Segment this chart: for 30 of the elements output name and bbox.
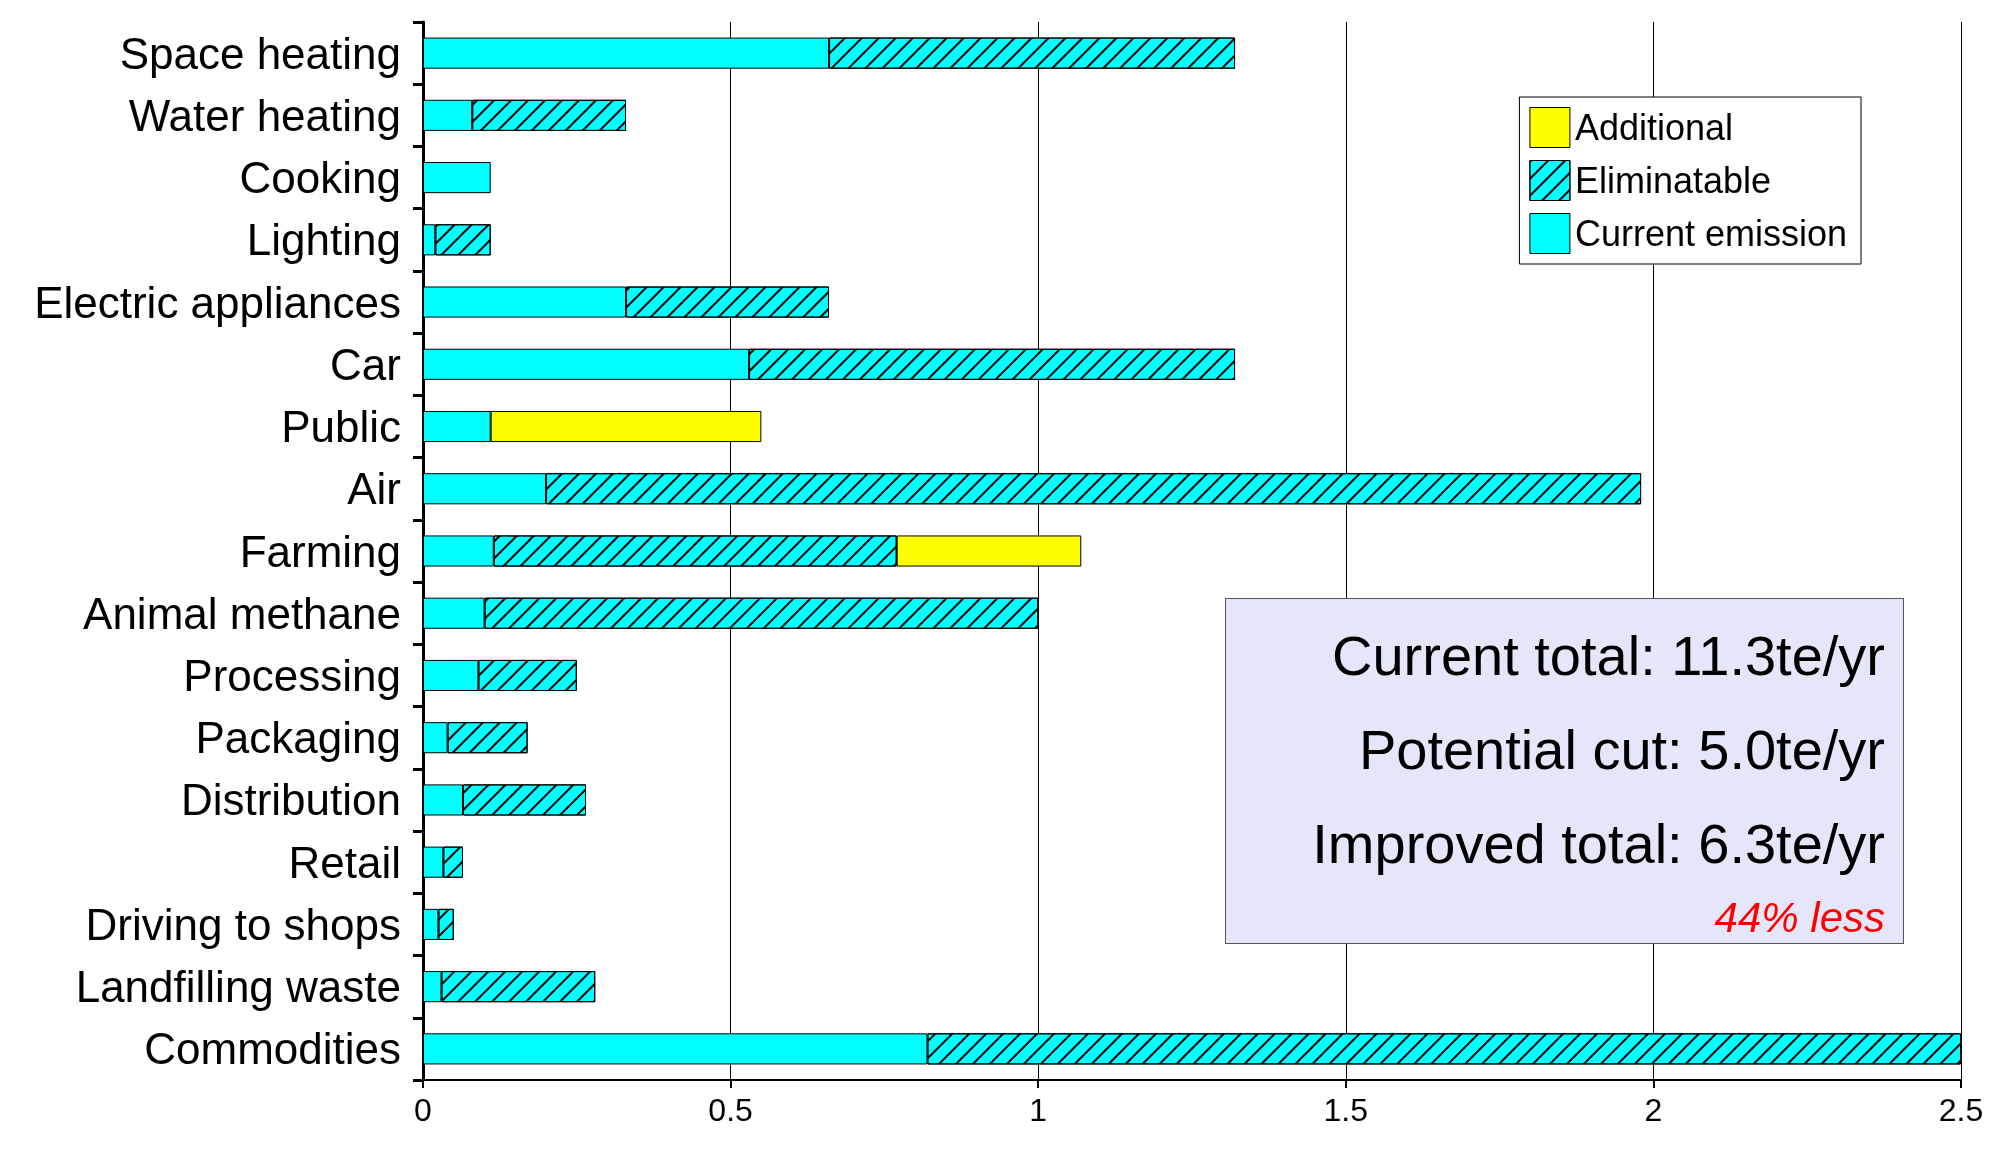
y-tick-label: Landfilling waste [75,962,401,1012]
legend-label: Additional [1574,107,1734,148]
y-tick-label: Packaging [195,713,401,763]
annotation: Improved total: 6.3te/yr [1311,811,1885,877]
y-tick-label: Cooking [239,153,401,203]
y-tick-label: Air [347,464,401,514]
annotation: Current total: 11.3te/yr [1331,623,1885,689]
y-tick-label: Space heating [119,28,401,78]
x-tick-label: 1.5 [1323,1092,1369,1128]
x-tick-label: 0.5 [708,1092,753,1128]
annotation: 44% less [1713,893,1885,943]
x-tick-label: 2.5 [1938,1092,1984,1128]
y-tick-label: Car [330,339,401,389]
y-tick-label: Commodities [144,1024,401,1074]
y-tick-label: Distribution [180,775,401,825]
annotation: Potential cut: 5.0te/yr [1357,717,1885,783]
x-tick-label: 1 [1029,1092,1048,1128]
y-tick-label: Animal methane [83,588,401,638]
y-tick-label: Public [281,402,401,452]
y-tick-label: Driving to shops [85,899,401,949]
y-tick-label: Processing [183,650,401,700]
legend-label: Eliminatable [1574,160,1772,201]
x-tick-label: 2 [1644,1092,1663,1128]
y-tick-label: Water heating [128,90,401,140]
y-tick-label: Electric appliances [34,277,401,327]
y-tick-label: Lighting [246,215,401,265]
y-tick-label: Farming [239,526,401,576]
y-tick-label: Retail [288,837,401,887]
x-tick-label: 0 [414,1092,432,1128]
legend-label: Current emission [1574,213,1847,254]
